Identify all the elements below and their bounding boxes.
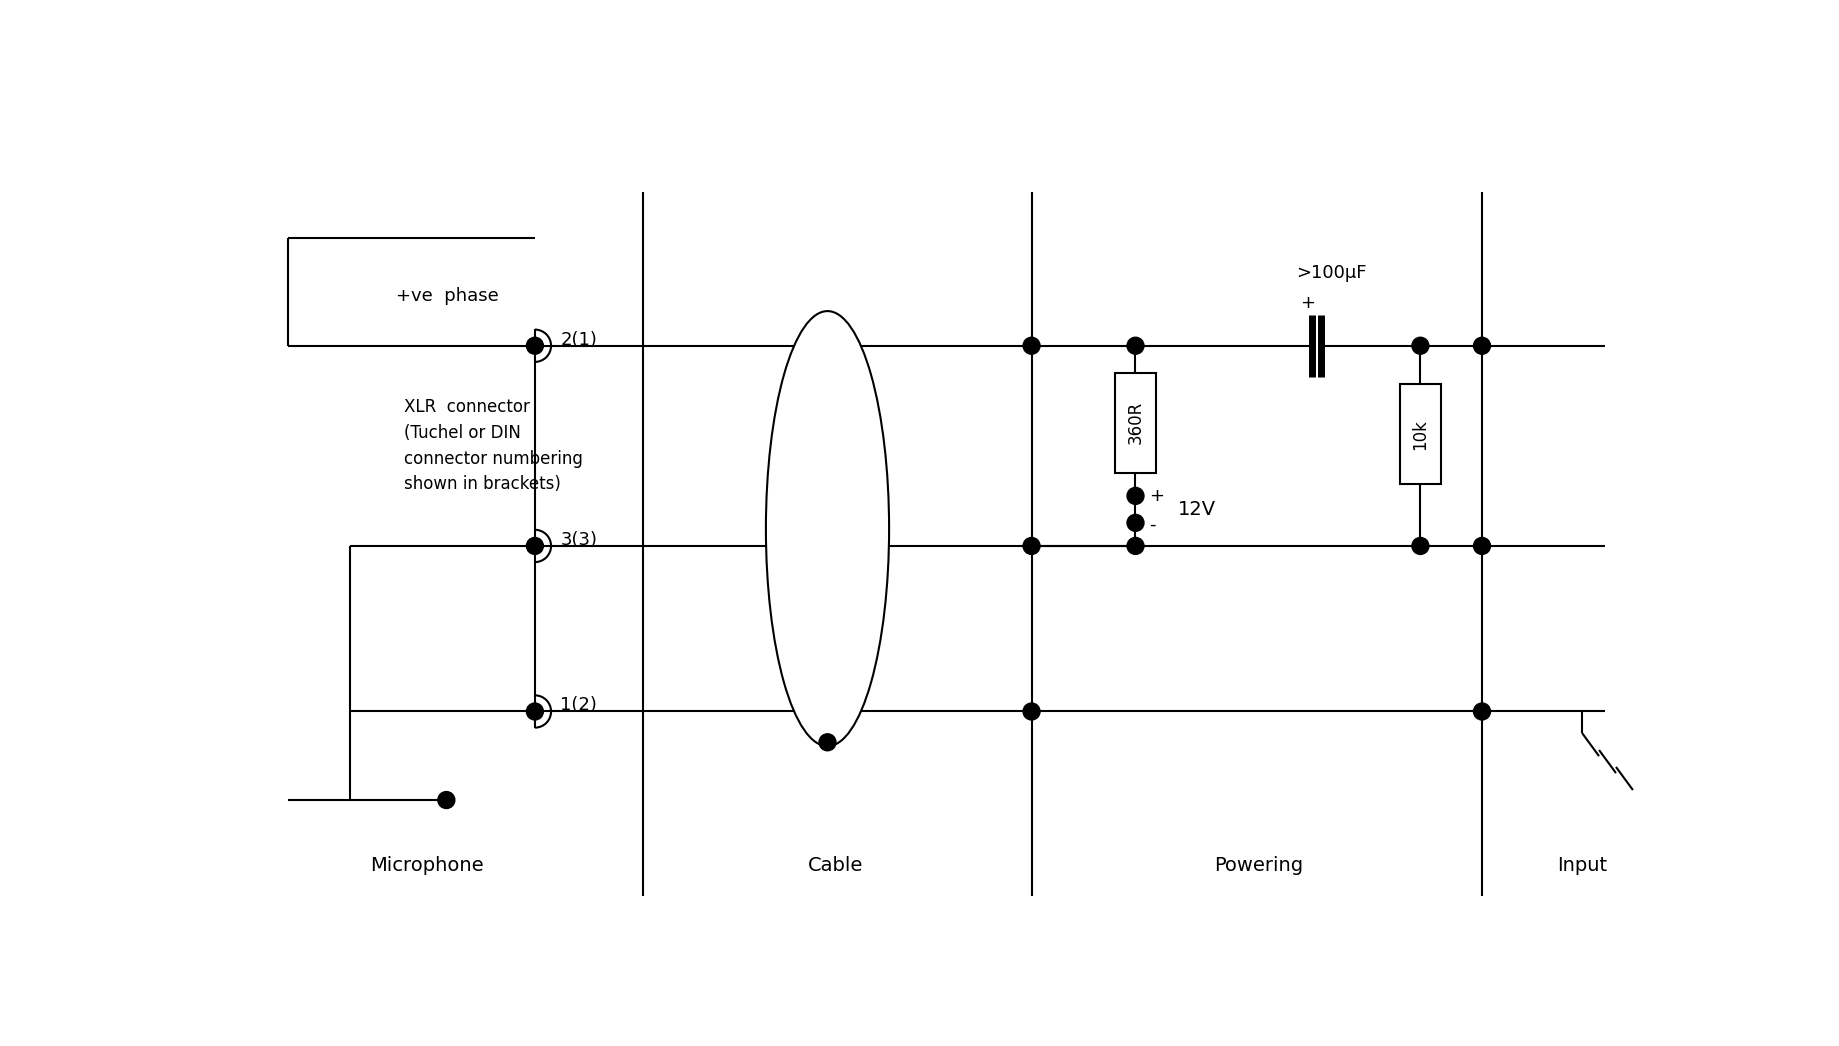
Bar: [1399, 384, 1440, 484]
Text: Microphone: Microphone: [370, 856, 484, 876]
Circle shape: [1411, 538, 1429, 554]
Circle shape: [1022, 703, 1039, 720]
Text: 12V: 12V: [1177, 500, 1216, 519]
Text: +ve  phase: +ve phase: [395, 287, 498, 304]
Circle shape: [1127, 337, 1144, 355]
Circle shape: [526, 538, 543, 554]
Circle shape: [526, 703, 543, 720]
Circle shape: [438, 792, 454, 809]
Circle shape: [1473, 337, 1490, 355]
Text: -: -: [1149, 516, 1155, 533]
Text: 1(2): 1(2): [561, 697, 598, 714]
Bar: [1114, 372, 1155, 473]
Circle shape: [1022, 337, 1039, 355]
Text: 3(3): 3(3): [561, 530, 598, 549]
Circle shape: [526, 337, 543, 355]
Circle shape: [1473, 538, 1490, 554]
Circle shape: [1127, 487, 1144, 504]
Text: +: +: [1300, 294, 1315, 313]
Text: Powering: Powering: [1214, 856, 1302, 876]
Ellipse shape: [765, 311, 888, 746]
Text: >100μF: >100μF: [1296, 264, 1366, 281]
Circle shape: [1127, 538, 1144, 554]
Circle shape: [1411, 337, 1429, 355]
Text: Cable: Cable: [807, 856, 862, 876]
Text: 10k: 10k: [1411, 418, 1429, 450]
Circle shape: [1022, 538, 1039, 554]
Circle shape: [1473, 703, 1490, 720]
Text: Input: Input: [1556, 856, 1605, 876]
Text: 2(1): 2(1): [561, 331, 598, 348]
Circle shape: [1127, 515, 1144, 531]
Circle shape: [818, 734, 835, 751]
Text: 360R: 360R: [1125, 401, 1144, 445]
Text: XLR  connector
(Tuchel or DIN
connector numbering
shown in brackets): XLR connector (Tuchel or DIN connector n…: [405, 399, 583, 494]
Text: +: +: [1149, 486, 1164, 505]
